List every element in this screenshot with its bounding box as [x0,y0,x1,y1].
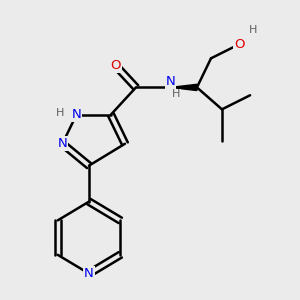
Text: N: N [58,137,67,150]
Text: O: O [110,59,121,72]
Text: O: O [234,38,244,51]
Polygon shape [170,84,197,91]
Text: H: H [172,89,180,99]
Text: N: N [84,267,94,280]
Text: N: N [72,108,81,121]
Text: H: H [249,25,257,34]
Text: N: N [166,75,175,88]
Text: H: H [56,108,64,118]
